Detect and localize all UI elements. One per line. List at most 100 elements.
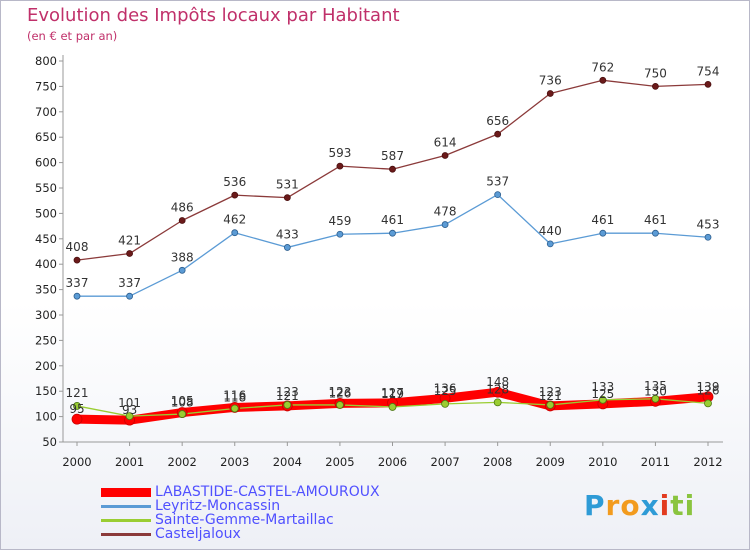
x-tick-label: 2010	[588, 455, 617, 469]
data-label-sainte-gemme: 121	[66, 386, 89, 400]
data-label-labastide: 139	[697, 380, 720, 394]
data-point-leyritz	[126, 292, 133, 300]
data-point-leyritz	[494, 191, 502, 199]
data-label-casteljaloux: 408	[66, 240, 89, 254]
x-tick-label: 2011	[641, 455, 670, 469]
data-point-casteljaloux	[231, 191, 239, 199]
data-point-labastide	[492, 386, 504, 398]
x-tick-label: 2008	[483, 455, 512, 469]
y-tick-label: 750	[35, 79, 57, 93]
data-point-leyritz	[599, 229, 607, 237]
y-tick-label: 450	[35, 232, 57, 246]
data-label-labastide: 95	[69, 402, 84, 416]
data-point-leyritz	[283, 244, 291, 251]
data-label-sainte-gemme: 101	[118, 396, 141, 410]
data-point-sainte-gemme	[493, 398, 502, 407]
data-label-labastide: 125	[591, 387, 614, 401]
data-point-casteljaloux	[441, 152, 449, 159]
data-label-sainte-gemme: 128	[486, 382, 509, 396]
data-point-leyritz	[178, 266, 186, 274]
legend-swatch-sainte-gemme	[101, 519, 151, 522]
legend-label-casteljaloux: Casteljaloux	[155, 526, 241, 542]
data-point-sainte-gemme	[388, 403, 397, 411]
data-label-labastide: 127	[381, 386, 404, 400]
x-tick-label: 2000	[62, 455, 91, 469]
data-label-sainte-gemme: 135	[644, 379, 667, 393]
data-point-sainte-gemme	[283, 401, 292, 409]
data-point-casteljaloux	[73, 256, 81, 264]
data-point-leyritz	[441, 221, 449, 228]
data-point-sainte-gemme	[125, 412, 134, 420]
legend-label-sainte-gemme: Sainte-Gemme-Martaillac	[155, 512, 334, 528]
data-label-casteljaloux: 536	[223, 175, 246, 189]
y-tick-label: 800	[35, 54, 57, 68]
data-label-leyritz: 440	[539, 224, 562, 238]
data-label-labastide: 121	[276, 389, 299, 403]
data-point-leyritz	[231, 229, 239, 237]
data-label-leyritz: 461	[591, 213, 614, 227]
data-point-casteljaloux	[652, 83, 659, 90]
data-point-sainte-gemme	[73, 402, 81, 410]
data-label-leyritz: 337	[66, 276, 89, 290]
y-tick-label: 650	[35, 130, 57, 144]
data-label-labastide: 93	[122, 403, 137, 417]
data-label-leyritz: 388	[171, 250, 194, 264]
chart-subtitle: (en € et par an)	[27, 29, 118, 43]
data-point-sainte-gemme	[441, 399, 449, 408]
data-label-sainte-gemme: 105	[171, 394, 194, 408]
data-point-sainte-gemme	[704, 399, 712, 408]
y-tick-label: 550	[35, 181, 57, 195]
data-label-labastide: 130	[644, 384, 667, 398]
data-label-leyritz: 461	[381, 213, 404, 227]
data-point-sainte-gemme	[598, 395, 607, 404]
data-point-leyritz	[73, 292, 81, 300]
data-label-casteljaloux: 614	[434, 135, 457, 149]
data-label-leyritz: 461	[644, 213, 667, 227]
data-point-casteljaloux	[546, 90, 554, 97]
data-label-casteljaloux: 531	[276, 178, 299, 192]
y-tick-label: 50	[42, 435, 57, 449]
data-label-casteljaloux: 587	[381, 149, 404, 163]
data-label-labastide: 136	[434, 381, 457, 395]
x-tick-label: 2006	[378, 455, 407, 469]
legend-swatch-casteljaloux	[101, 533, 151, 536]
data-label-leyritz: 462	[223, 213, 246, 227]
data-label-casteljaloux: 754	[697, 64, 720, 78]
data-point-leyritz	[389, 229, 396, 237]
y-tick-label: 700	[35, 105, 57, 119]
data-label-labastide: 148	[486, 375, 509, 389]
data-point-casteljaloux	[494, 130, 502, 138]
x-tick-label: 2002	[168, 455, 197, 469]
x-tick-label: 2012	[693, 455, 722, 469]
data-label-sainte-gemme: 123	[539, 385, 562, 399]
data-point-casteljaloux	[704, 80, 712, 88]
data-label-leyritz: 478	[434, 205, 457, 219]
data-label-sainte-gemme: 125	[434, 384, 457, 398]
data-label-casteljaloux: 593	[328, 146, 351, 160]
data-label-labastide: 121	[539, 389, 562, 403]
data-point-casteljaloux	[178, 217, 186, 224]
data-point-leyritz	[704, 233, 712, 241]
data-point-sainte-gemme	[546, 401, 555, 409]
y-tick-label: 100	[35, 410, 57, 424]
data-point-leyritz	[652, 229, 659, 237]
data-point-sainte-gemme	[651, 394, 660, 403]
legend-label-labastide: LABASTIDE-CASTEL-AMOUROUX	[155, 484, 380, 500]
y-tick-label: 500	[35, 206, 57, 220]
data-label-leyritz: 453	[697, 217, 720, 231]
data-point-casteljaloux	[283, 194, 291, 202]
data-point-casteljaloux	[336, 162, 344, 170]
data-label-casteljaloux: 762	[591, 60, 614, 74]
data-label-labastide: 126	[328, 386, 351, 400]
data-label-sainte-gemme: 116	[223, 388, 246, 402]
data-point-labastide	[71, 413, 83, 425]
y-tick-label: 300	[35, 308, 57, 322]
chart-title: Evolution des Impôts locaux par Habitant	[27, 5, 400, 26]
y-tick-label: 400	[35, 257, 57, 271]
data-point-sainte-gemme	[336, 401, 344, 409]
data-label-casteljaloux: 750	[644, 66, 667, 80]
data-label-sainte-gemme: 133	[591, 380, 614, 394]
legend-swatch-labastide	[101, 488, 151, 497]
